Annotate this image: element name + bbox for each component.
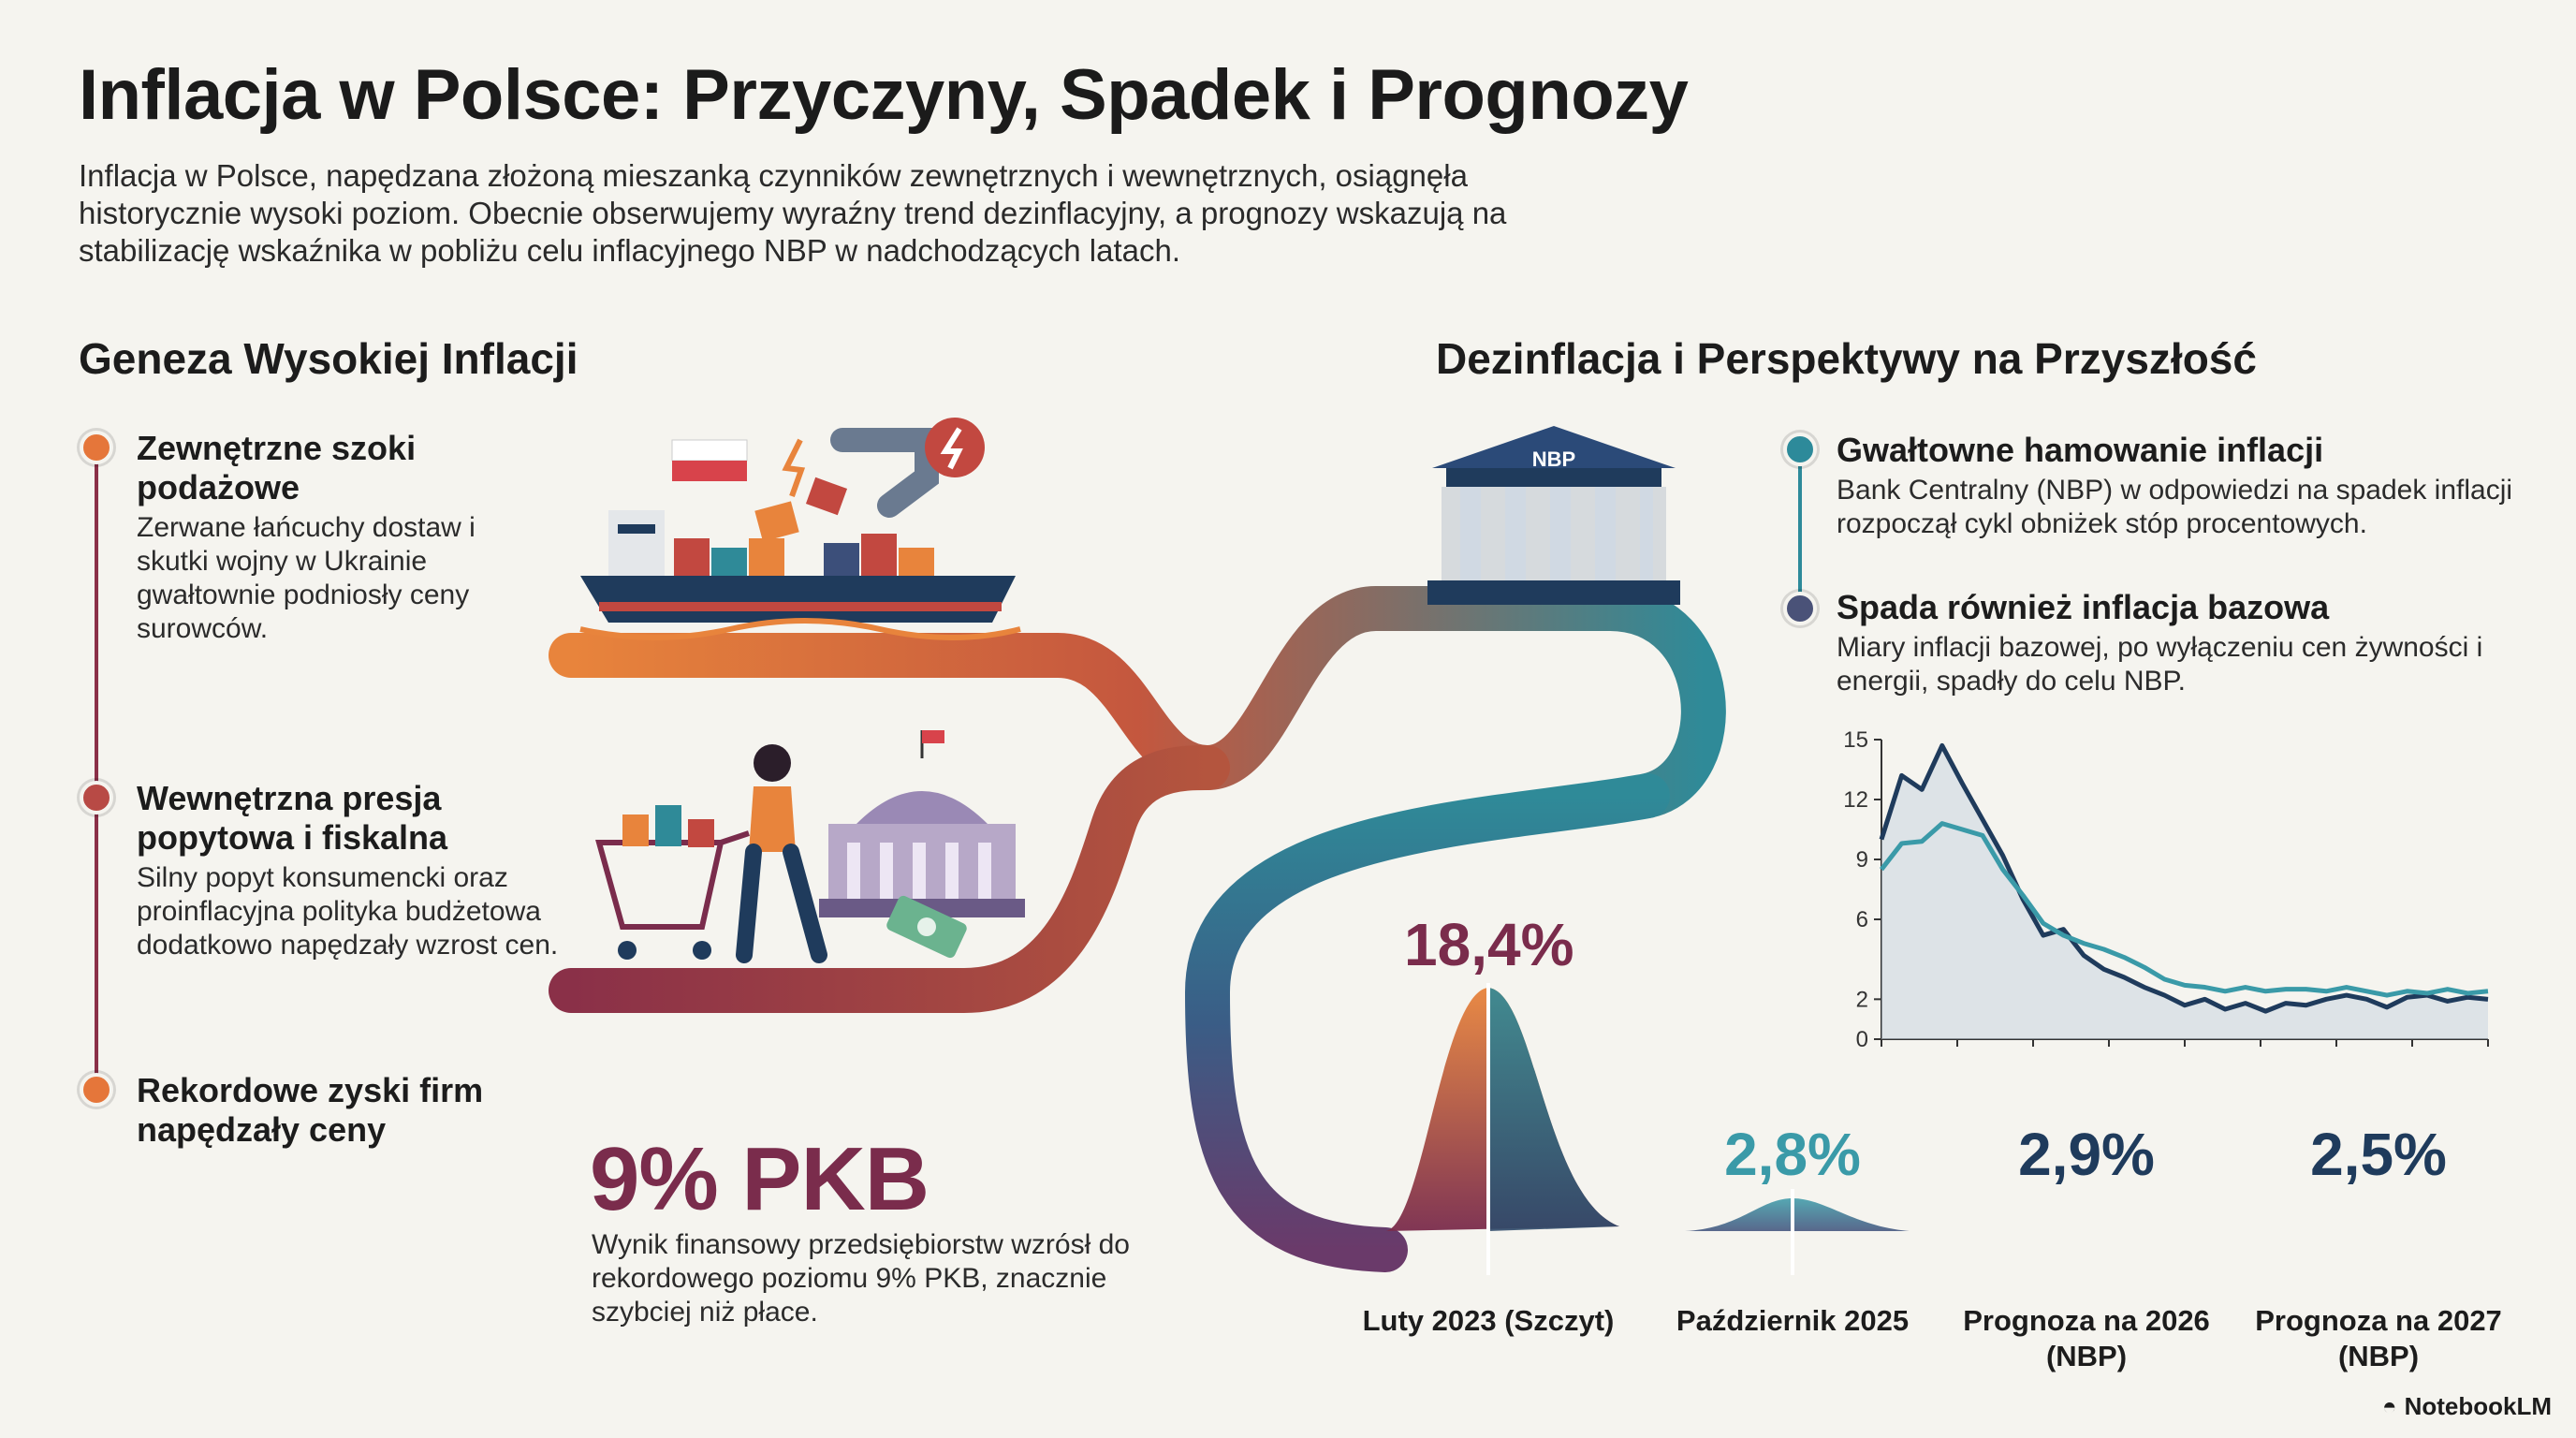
pkb-desc: Wynik finansowy przedsiębiorstw wzrósł d… [592,1229,1130,1328]
item-title: Wewnętrzna presja popytowa i fiskalna [137,779,448,857]
right-item-2: Spada również inflacja bazowa Miary infl… [1837,588,2529,698]
item-dot [1783,433,1817,466]
timeline-label: Październik 2025 [1676,1304,1910,1337]
item-dot [1783,592,1817,625]
core-inflation-chart: 0 2 6 9 12 15 [1843,727,2489,1052]
timeline-label: Luty 2023 (Szczyt) [1362,1304,1615,1337]
y-tick-label: 0 [1856,1027,1868,1052]
nbp-bank-icon [1427,426,1680,605]
timeline-label: Prognoza na 2027 (NBP) [2255,1304,2502,1372]
right-timeline-line [1798,466,1802,607]
item-desc: Silny popyt konsumencki oraz proinflacyj… [137,862,559,961]
series-line [1880,821,2489,998]
timeline-value: 2,5% [2310,1121,2447,1188]
right-item-1: Gwałtowne hamowanie inflacji Bank Centra… [1837,431,2529,541]
person-icon [736,744,827,963]
item-dot [80,1073,113,1107]
cargo-ship-icon [579,418,1021,640]
timeline-value: 2,8% [1724,1121,1861,1188]
left-section-heading: Geneza Wysokiej Inflacji [79,334,578,383]
right-section-heading: Dezinflacja i Perspektywy na Przyszłość [1436,334,2257,383]
intro-text: Inflacja w Polsce, napędzana złożoną mie… [79,158,1507,268]
brand-logo: ◓ NotebookLM [2382,1392,2552,1421]
item-title: Zewnętrzne szoki podażowe [137,429,417,506]
item-title: Rekordowe zyski firm napędzały ceny [137,1071,484,1149]
left-item-2: Wewnętrzna presja popytowa i fiskalna Si… [137,779,577,962]
timeline-value: 2,9% [2018,1121,2155,1188]
series-area [1881,745,2488,1039]
timeline-label: Prognoza na 2026 (NBP) [1963,1304,2210,1372]
money-icon [886,895,967,959]
notebooklm-icon: ◓ [2381,1392,2397,1420]
item-title: Spada również inflacja bazowa [1837,588,2330,626]
item-desc: Bank Centralny (NBP) w odpowiedzi na spa… [1837,475,2513,539]
item-dot [80,431,113,464]
item-desc: Zerwane łańcuchy dostaw i skutki wojny w… [137,512,476,644]
government-building-icon [819,730,1025,917]
y-tick-label: 9 [1856,847,1868,873]
item-title: Gwałtowne hamowanie inflacji [1837,431,2324,469]
nbp-label: NBP [1531,448,1576,471]
left-item-3: Rekordowe zyski firm napędzały ceny [137,1071,530,1150]
y-tick-label: 12 [1843,787,1868,813]
shopping-cart-icon [595,805,750,960]
y-tick-label: 6 [1856,907,1868,932]
left-timeline-line [95,448,98,1093]
y-tick-label: 2 [1856,987,1868,1012]
item-desc: Miary inflacji bazowej, po wyłączeniu ce… [1837,632,2483,697]
pkb-value: 9% PKB [590,1129,929,1229]
timeline-value: 18,4% [1404,911,1574,978]
brand-name: NotebookLM [2404,1392,2552,1420]
page-title: Inflacja w Polsce: Przyczyny, Spadek i P… [79,55,1689,135]
left-item-1: Zewnętrzne szoki podażowe Zerwane łańcuc… [137,429,511,646]
y-tick-label: 15 [1843,727,1868,753]
item-dot [80,781,113,814]
series-line [1879,742,2489,1014]
